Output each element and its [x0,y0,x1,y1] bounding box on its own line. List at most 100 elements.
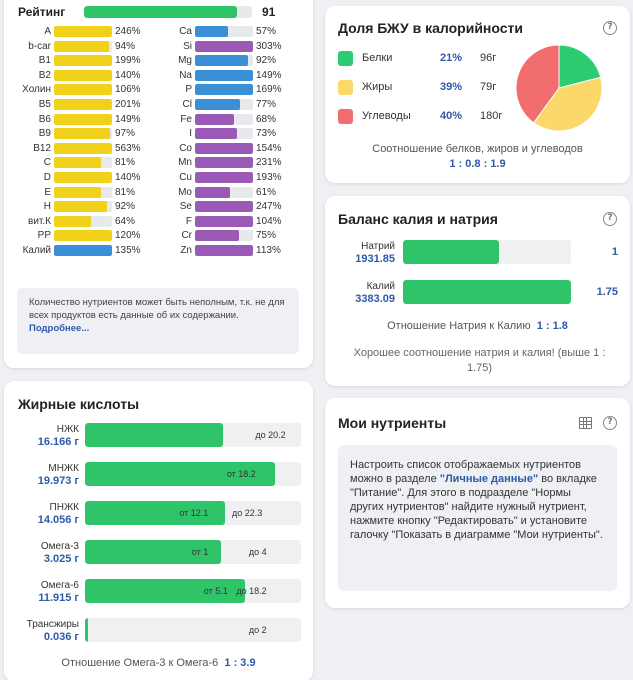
nutrient-bar-fill [54,128,111,140]
fatty-acid-name: Омега-6 [40,580,79,591]
norm-marker-label: от 12.1 [179,508,209,518]
nutrient-bar [195,113,253,125]
rating-label: Рейтинг [18,5,66,19]
nutrient-percent: 199% [115,55,141,67]
legend-swatch [338,80,353,95]
bju-percent: 21% [440,52,463,64]
norm-marker-label: до 4 [248,547,267,557]
nutrient-bar-fill [195,99,240,110]
potassium-sodium-card: Баланс калия и натрия ? Натрий 1931.85 1 Ка… [325,196,630,386]
bju-subtitle: Соотношение белков, жиров и углеводов [372,143,583,155]
nutrient-name: C [43,157,51,169]
nutrient-bar [54,186,112,198]
rating-bar [84,6,252,18]
fatty-acids-card: Жирные кислоты НЖК 16.166 г до 20.2 МНЖК 19.… [4,381,313,680]
nutrient-bar-fill [54,201,108,213]
norm-marker-label: от 5.1 [203,586,228,596]
fatty-acids-title: Жирные кислоты [18,396,140,412]
help-icon[interactable]: ? [603,21,617,35]
nutrient-bar [54,230,112,242]
nutrient-percent: 61% [256,186,277,198]
kna-ratio-label: Отношение Натрия к Калию [387,320,531,332]
kna-name: Калий [366,281,395,292]
nutrient-name: A [44,26,51,37]
nutrient-bar-fill [195,230,239,242]
nutrient-name: E [44,186,51,198]
nutrient-bar [195,26,253,37]
fatty-acid-value: 0.036 г [43,631,79,643]
help-icon[interactable]: ? [603,416,617,430]
nutrient-percent: 94% [115,40,136,52]
nutrient-name: B1 [38,55,51,67]
nutrient-name: F [185,215,192,227]
table-icon[interactable] [579,417,592,429]
fatty-acid-bar: от 1 до 4 [85,540,301,564]
my-nutrients-title: Мои нутриенты [338,415,447,431]
nutrient-percent: 64% [115,215,136,227]
nutrient-name: Mg [178,55,192,67]
nutrient-bar [54,55,112,67]
nutrient-bar [195,55,253,67]
nutrient-bar-fill [195,69,253,81]
kna-bar-fill [403,280,571,304]
pie-slice [533,76,603,132]
nutrient-percent: 92% [115,201,136,213]
help-icon[interactable]: ? [603,212,617,226]
nutrient-percent: 92% [256,55,277,67]
nutrient-percent: 154% [256,142,282,154]
kna-bar-fill [403,240,499,264]
nutrient-percent: 104% [256,215,282,227]
nutrient-percent: 193% [256,172,282,183]
norm-marker-label: от 1 [191,547,209,557]
nutrient-bar-fill [195,157,253,169]
bju-percent: 40% [440,110,463,122]
nutrient-bar [195,215,253,227]
nutrient-bar-fill [195,172,253,183]
nutrient-bar-fill [54,26,112,37]
nutrient-percent: 149% [115,113,141,125]
bju-name: Белки [362,52,393,64]
kna-good-text: Хорошее соотношение натрия и калия! (выш… [353,347,606,374]
nutrient-percent: 246% [115,26,141,37]
bju-pie-chart [515,44,603,132]
nutrient-bar [195,186,253,198]
bju-percent: 39% [440,81,463,93]
more-link[interactable]: Подробнее... [29,323,90,334]
norm-marker-label: от 18.2 [226,469,256,479]
nutrient-bar [54,26,112,37]
nutrient-bar-fill [195,55,249,67]
nutrient-bar [54,142,112,154]
nutrient-percent: 149% [256,69,282,81]
nutrient-percent: 97% [115,128,136,140]
nutrient-bar-fill [195,201,253,213]
nutrient-bar-fill [54,40,109,52]
personal-data-link[interactable]: "Личные данные" [439,473,539,485]
nutrient-bar-fill [54,142,112,154]
fatty-acid-value: 19.973 г [37,475,79,487]
nutrient-name: Cr [181,230,192,242]
nutrient-name: Холин [22,84,51,96]
nutrient-bar-fill [195,26,229,37]
fatty-acid-value: 14.056 г [37,514,79,526]
nutrient-bar [54,69,112,81]
kna-ratio-value: 1 : 1.8 [536,320,568,332]
fatty-acid-bar: от 12.1 до 22.3 [85,501,301,525]
nutrient-name: P [185,84,192,96]
incomplete-data-note: Количество нутриентов может быть неполны… [17,288,299,354]
nutrient-bar [54,40,112,52]
nutrient-percent: 135% [115,245,141,256]
nutrient-percent: 563% [115,142,141,154]
kna-bar [403,240,571,264]
fatty-acid-bar-fill [85,579,245,603]
nutrient-percent: 81% [115,157,136,169]
nutrient-percent: 75% [256,230,277,242]
nutrient-name: Fe [180,113,192,125]
nutrient-bar [195,157,253,169]
nutrient-bar-fill [54,157,101,169]
nutrient-bar [195,128,253,140]
nutrient-bar [195,142,253,154]
nutrient-bar [195,245,253,256]
nutrient-name: Na [179,69,192,81]
nutrient-percent: 169% [256,84,282,96]
nutrient-bar [54,172,112,183]
